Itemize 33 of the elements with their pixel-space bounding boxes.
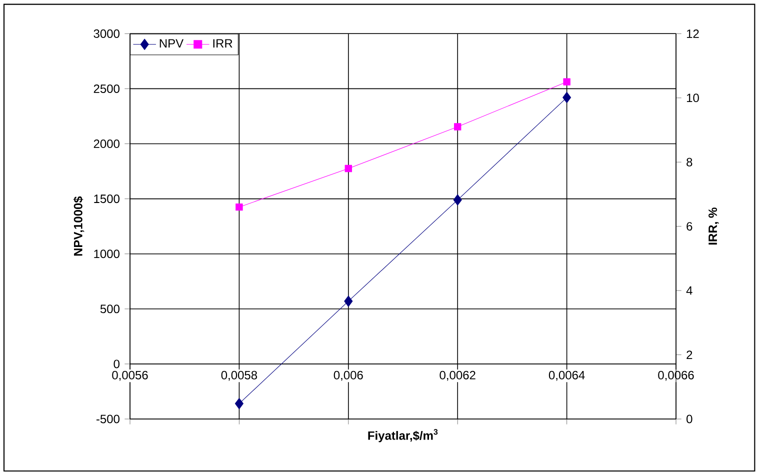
- point: [563, 78, 570, 86]
- y2-tick-label: 4: [686, 286, 692, 295]
- y-tick-label: 2000: [94, 140, 120, 148]
- x-tick-label: 0,0058: [221, 370, 258, 381]
- y-axis-title: NPV,1000$: [73, 196, 84, 256]
- point: [562, 92, 572, 104]
- y-tick-label: 3000: [94, 29, 120, 38]
- x-tick-label: 0,0064: [548, 370, 585, 381]
- x-axis-title: Fiyatlar,$/m$^{3}$: [368, 429, 438, 442]
- y2-axis-title: IRR, %: [708, 208, 719, 245]
- y-tick-label: 500: [100, 304, 120, 314]
- legend-label: NPV: [160, 39, 184, 48]
- y-tick-label: 1500: [94, 194, 120, 204]
- x-tick-label: 0,0056: [112, 370, 148, 381]
- y-tick-label: 2500: [94, 84, 120, 93]
- legend-label: IRR: [213, 39, 232, 48]
- y-tick-label: 0: [114, 360, 120, 368]
- y2-tick-label: 10: [686, 94, 699, 102]
- y2-tick-label: 12: [686, 29, 699, 38]
- y2-tick-label: 6: [686, 222, 692, 231]
- point: [344, 296, 353, 307]
- y2-tick-label: 2: [686, 350, 692, 359]
- x-tick-label: 0,0062: [440, 370, 476, 381]
- y-tick-label: -500: [96, 414, 120, 424]
- point: [344, 164, 352, 172]
- y2-tick-label: 0: [686, 414, 692, 424]
- point: [454, 123, 462, 130]
- x-tick-label: 0,006: [334, 370, 363, 381]
- point: [453, 194, 462, 206]
- point: [236, 203, 243, 211]
- y-tick-label: 1000: [94, 250, 120, 258]
- y2-tick-label: 8: [686, 158, 692, 166]
- point: [234, 398, 244, 410]
